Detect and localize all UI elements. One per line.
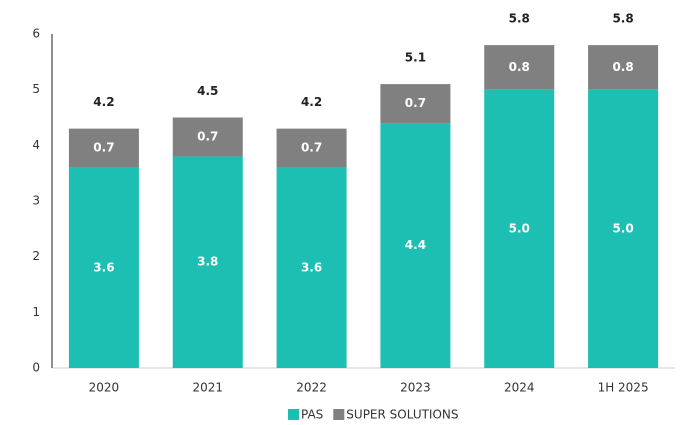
data-label: 0.7 (301, 141, 322, 155)
data-label: 5.0 (509, 221, 530, 235)
total-label: 4.5 (197, 84, 218, 98)
bar-segment (588, 89, 659, 369)
y-tick-label: 0 (32, 361, 40, 375)
bar-segment (484, 89, 555, 369)
bar-segment (484, 45, 555, 90)
data-label: 0.7 (405, 96, 426, 110)
y-tick-label: 1 (32, 305, 40, 319)
bar-segment (380, 84, 451, 124)
data-label: 3.6 (301, 260, 322, 274)
y-tick-label: 6 (32, 27, 40, 41)
y-tick-label: 3 (32, 194, 40, 208)
data-label: 0.8 (509, 60, 530, 74)
data-label: 0.7 (93, 141, 114, 155)
y-tick-label: 2 (32, 249, 40, 263)
total-label: 4.2 (301, 95, 322, 109)
total-label: 4.2 (93, 95, 114, 109)
legend-label: SUPER SOLUTIONS (346, 408, 458, 422)
data-label: 4.4 (405, 238, 426, 252)
data-label: 0.7 (197, 129, 218, 143)
x-tick-label: 2020 (89, 381, 120, 395)
total-label: 5.1 (405, 51, 426, 65)
bar-segment (276, 167, 347, 368)
bar-segment (172, 117, 243, 157)
bar-segment (276, 128, 347, 168)
x-tick-label: 2021 (192, 381, 223, 395)
total-label: 5.8 (509, 12, 530, 26)
bar-segment (380, 123, 451, 368)
total-label: 5.8 (612, 12, 633, 26)
data-label: 3.8 (197, 255, 218, 269)
bar-segment (68, 128, 139, 168)
legend-swatch (288, 409, 299, 420)
data-label: 0.8 (612, 60, 633, 74)
data-label: 3.6 (93, 260, 114, 274)
x-tick-label: 2022 (296, 381, 327, 395)
legend-swatch (333, 409, 345, 420)
x-tick-label: 2023 (400, 381, 431, 395)
bar-segment (588, 45, 659, 90)
bar-segment (68, 167, 139, 368)
x-tick-label: 2024 (504, 381, 535, 395)
x-tick-label: 1H 2025 (598, 381, 649, 395)
data-label: 5.0 (612, 221, 633, 235)
bar-segment (172, 156, 243, 368)
y-tick-label: 5 (32, 82, 40, 96)
y-tick-label: 4 (32, 138, 40, 152)
legend-label: PAS (301, 408, 323, 422)
